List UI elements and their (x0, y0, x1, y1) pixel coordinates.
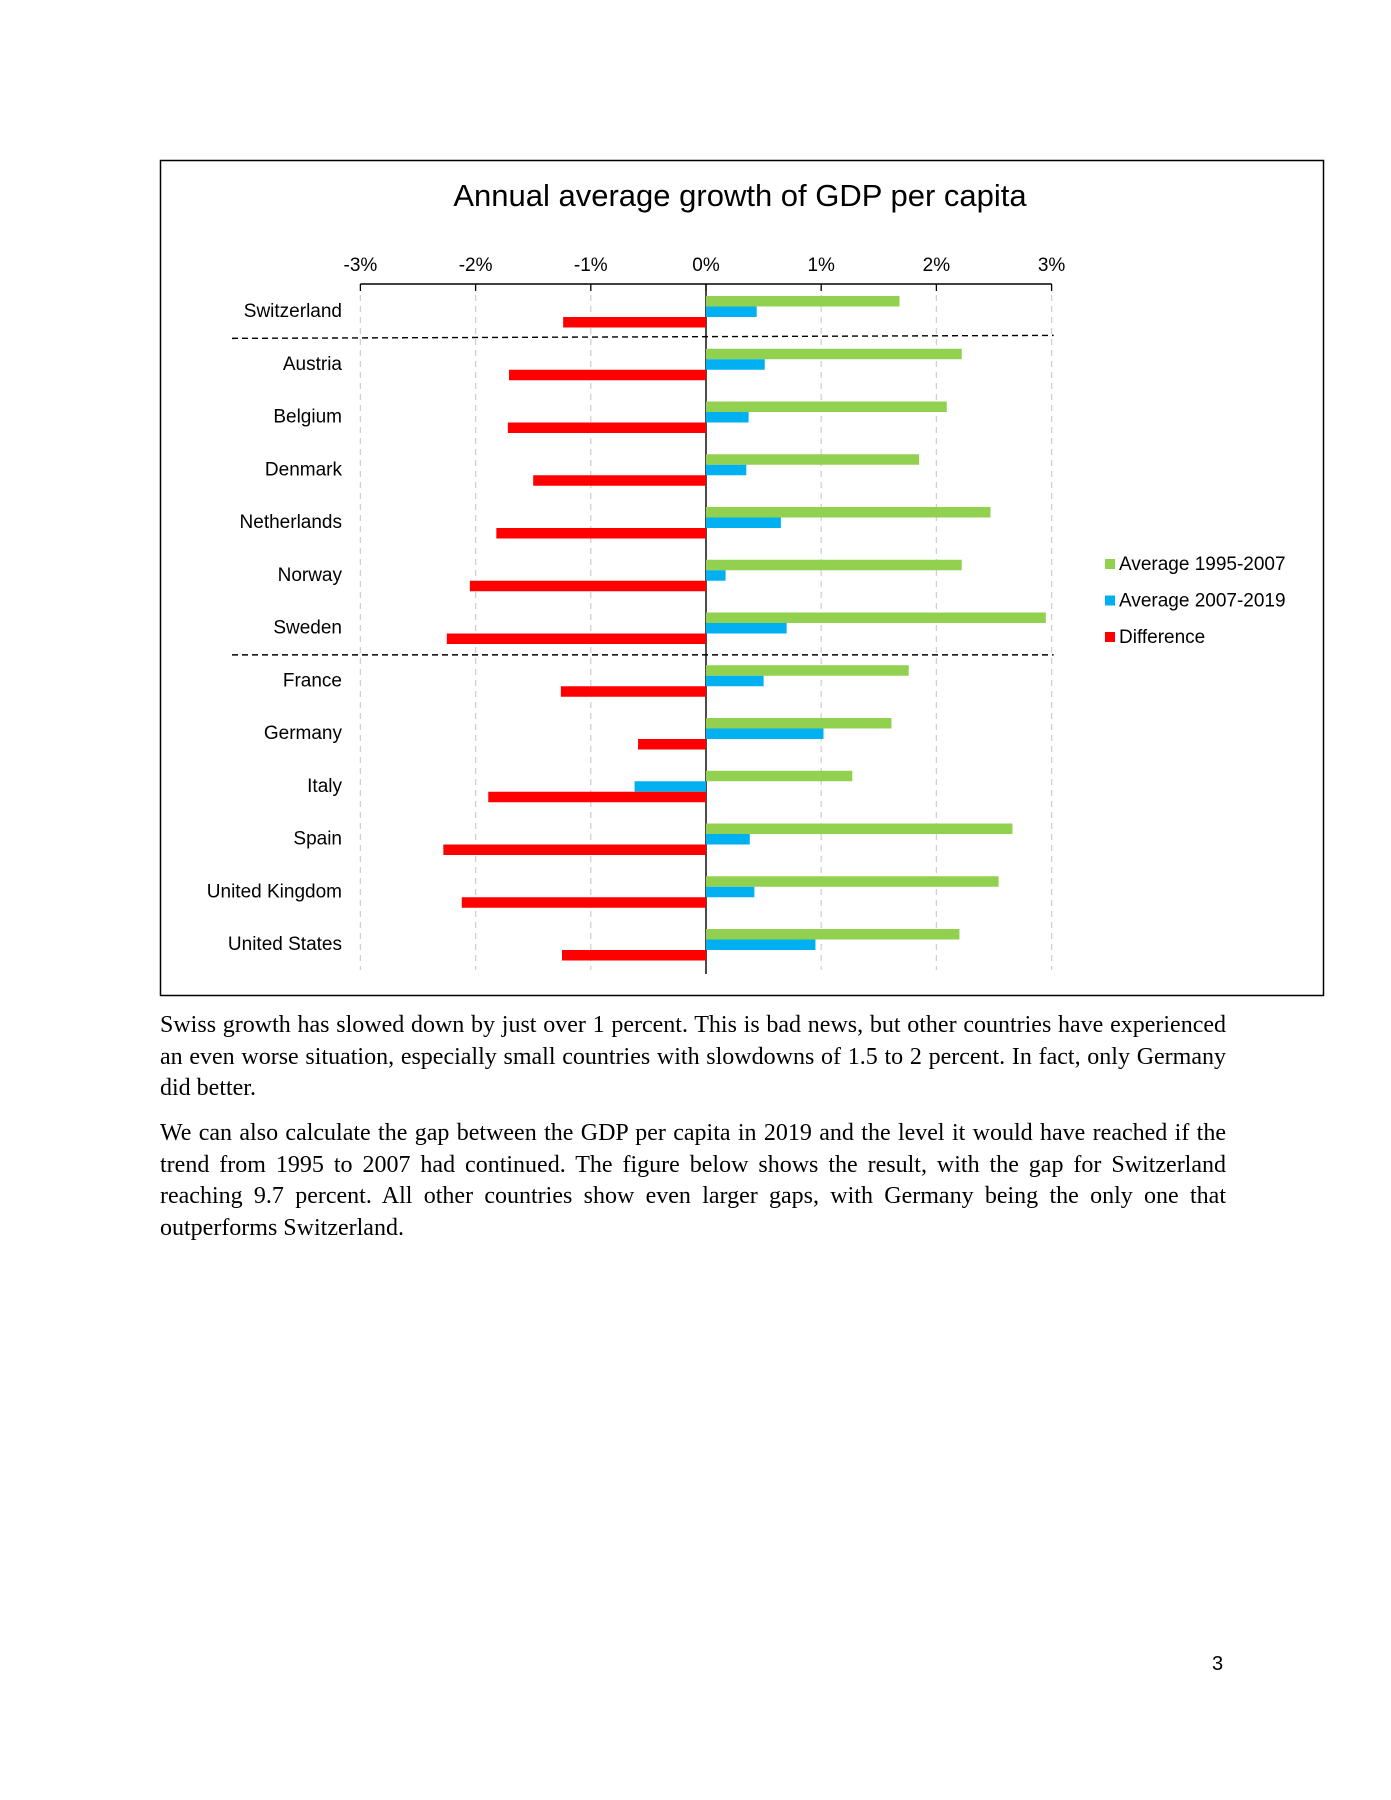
category-label: Belgium (273, 407, 342, 428)
bar-average-1995-2007 (706, 823, 1013, 834)
bar-difference (560, 686, 706, 697)
bar-difference (488, 791, 706, 803)
chart-title: Annual average growth of GDP per capita (453, 178, 1027, 213)
x-tick-label: -2% (459, 255, 493, 276)
x-tick-label: -1% (574, 255, 608, 276)
growth-chart: Annual average growth of GDP per capita … (159, 159, 1325, 997)
bar-average-2007-2019 (706, 570, 726, 581)
bar-difference (507, 422, 706, 433)
bar-difference (533, 475, 706, 486)
bar-average-1995-2007 (706, 612, 1046, 623)
legend-label: Average 1995-2007 (1119, 554, 1286, 575)
bar-average-2007-2019 (706, 306, 757, 317)
bar-average-2007-2019 (706, 359, 765, 370)
bar-average-2007-2019 (706, 728, 824, 739)
x-tick-label: 3% (1038, 255, 1066, 276)
category-label: Denmark (265, 459, 343, 480)
bar-difference (638, 739, 706, 750)
legend-label: Average 2007-2019 (1119, 591, 1286, 612)
category-label: Switzerland (244, 301, 342, 322)
bar-average-1995-2007 (706, 929, 960, 940)
bar-average-2007-2019 (706, 464, 747, 476)
bar-difference (563, 317, 706, 328)
bar-average-1995-2007 (706, 559, 962, 571)
bar-average-2007-2019 (706, 517, 781, 528)
bar-average-2007-2019 (706, 675, 764, 687)
bar-difference (443, 844, 706, 855)
category-label: United States (228, 934, 342, 955)
category-label: Norway (278, 565, 343, 586)
bar-average-1995-2007 (706, 401, 947, 412)
bar-average-2007-2019 (706, 623, 787, 634)
bar-difference (562, 950, 706, 961)
bar-difference (469, 580, 706, 592)
category-label: Sweden (273, 618, 342, 639)
category-label: Germany (264, 723, 343, 744)
bar-difference (496, 528, 706, 539)
paragraph-1: Swiss growth has slowed down by just ove… (160, 1012, 1226, 1101)
category-label: Austria (283, 354, 343, 375)
bar-average-1995-2007 (706, 454, 920, 465)
bar-average-1995-2007 (706, 348, 962, 360)
bar-average-2007-2019 (706, 939, 816, 950)
bar-average-1995-2007 (706, 296, 900, 307)
group-separator (231, 334, 1054, 340)
bar-average-1995-2007 (706, 665, 909, 676)
bar-difference (509, 369, 706, 381)
legend-swatch (1105, 559, 1115, 569)
bar-average-2007-2019 (706, 886, 755, 898)
category-label: France (283, 670, 342, 691)
legend-swatch (1105, 632, 1115, 642)
x-tick-label: 2% (923, 255, 951, 276)
bar-average-2007-2019 (634, 781, 706, 792)
x-tick-label: 1% (807, 255, 835, 276)
legend-swatch (1105, 595, 1115, 606)
category-label: Italy (307, 776, 342, 797)
legend-label: Difference (1119, 627, 1205, 648)
bar-average-1995-2007 (706, 507, 991, 518)
bar-average-2007-2019 (706, 412, 749, 423)
x-tick-label: 0% (692, 255, 720, 276)
category-label: Spain (293, 829, 342, 850)
bar-average-1995-2007 (706, 718, 892, 729)
category-label: Netherlands (240, 512, 342, 533)
x-tick-label: -3% (344, 255, 378, 276)
bar-difference (461, 897, 706, 908)
bar-average-1995-2007 (706, 770, 853, 782)
page-number: 3 (1212, 1653, 1224, 1675)
category-label: United Kingdom (207, 881, 342, 902)
bar-average-2007-2019 (706, 834, 750, 845)
bar-average-1995-2007 (706, 876, 999, 887)
bar-difference (446, 633, 706, 644)
paragraph-2: We can also calculate the gap between th… (160, 1120, 1226, 1241)
